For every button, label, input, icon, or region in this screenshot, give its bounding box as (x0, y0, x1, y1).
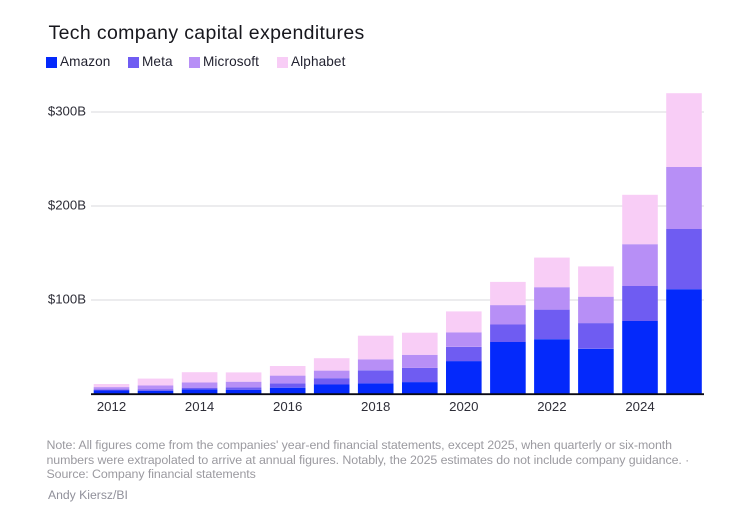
svg-text:$100B: $100B (48, 292, 86, 307)
svg-text:2020: 2020 (449, 399, 478, 414)
svg-text:2016: 2016 (273, 399, 302, 414)
svg-text:2012: 2012 (97, 399, 126, 414)
svg-text:2024: 2024 (625, 399, 654, 414)
svg-text:2022: 2022 (537, 399, 566, 414)
svg-text:$300B: $300B (48, 104, 86, 119)
svg-text:$200B: $200B (48, 198, 86, 213)
svg-text:2018: 2018 (361, 399, 390, 414)
svg-text:2014: 2014 (185, 399, 214, 414)
